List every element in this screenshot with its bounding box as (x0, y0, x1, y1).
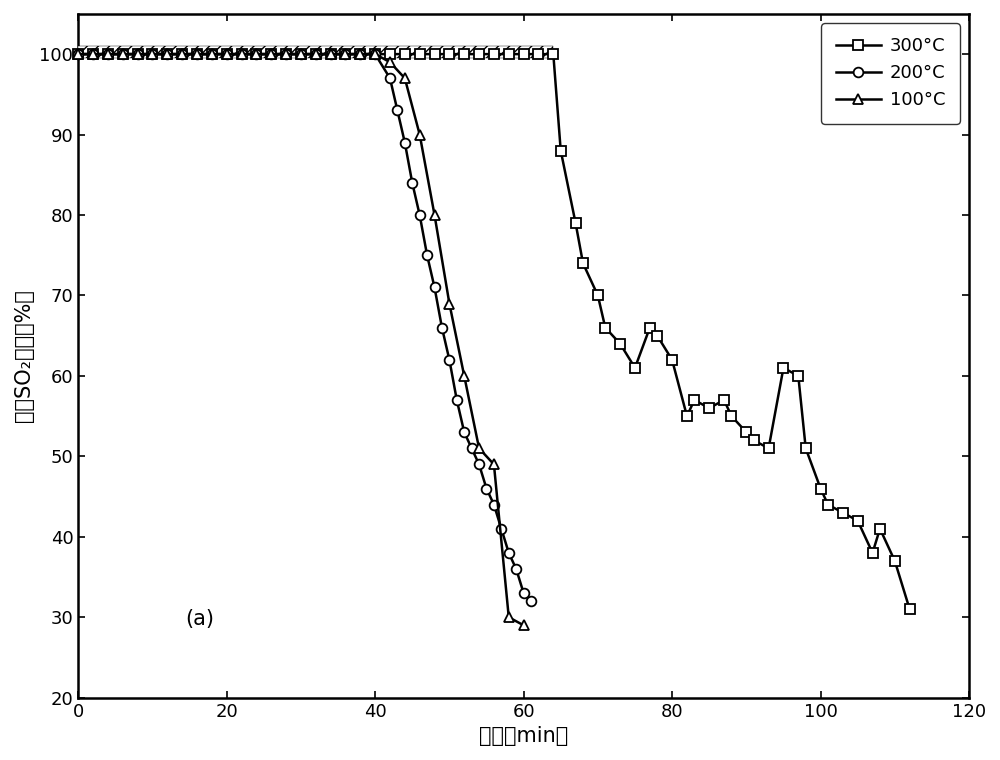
100°C (339, 49, 351, 59)
200°C (466, 444, 478, 453)
200°C (451, 395, 463, 404)
100°C (280, 49, 292, 59)
100°C (399, 74, 411, 83)
200°C (503, 548, 515, 557)
200°C (399, 138, 411, 147)
200°C (146, 49, 158, 59)
300°C (250, 49, 262, 59)
200°C (132, 49, 144, 59)
100°C (146, 49, 158, 59)
100°C (518, 621, 530, 630)
100°C (191, 49, 203, 59)
200°C (406, 179, 418, 188)
200°C (221, 49, 233, 59)
200°C (265, 49, 277, 59)
100°C (161, 49, 173, 59)
Line: 100°C: 100°C (73, 49, 528, 630)
200°C (429, 283, 441, 292)
Line: 300°C: 300°C (73, 49, 915, 614)
100°C (458, 372, 470, 381)
100°C (72, 49, 84, 59)
100°C (503, 613, 515, 622)
100°C (221, 49, 233, 59)
100°C (414, 130, 426, 139)
100°C (443, 299, 455, 308)
100°C (354, 49, 366, 59)
Text: (a): (a) (185, 610, 214, 629)
200°C (518, 588, 530, 597)
100°C (236, 49, 248, 59)
200°C (488, 500, 500, 509)
Y-axis label: 脱除SO₂效率（%）: 脱除SO₂效率（%） (14, 290, 34, 423)
300°C (72, 49, 84, 59)
100°C (488, 460, 500, 469)
200°C (161, 49, 173, 59)
100°C (325, 49, 337, 59)
100°C (132, 49, 144, 59)
200°C (236, 49, 248, 59)
200°C (414, 211, 426, 220)
300°C (800, 444, 812, 453)
200°C (391, 106, 403, 115)
100°C (265, 49, 277, 59)
200°C (72, 49, 84, 59)
100°C (176, 49, 188, 59)
200°C (384, 74, 396, 83)
100°C (206, 49, 218, 59)
200°C (250, 49, 262, 59)
200°C (369, 49, 381, 59)
200°C (480, 484, 492, 493)
200°C (206, 49, 218, 59)
Line: 200°C: 200°C (73, 49, 536, 606)
200°C (117, 49, 129, 59)
200°C (325, 49, 337, 59)
300°C (889, 556, 901, 565)
200°C (436, 323, 448, 332)
Legend: 300°C, 200°C, 100°C: 300°C, 200°C, 100°C (821, 23, 960, 124)
300°C (599, 323, 611, 332)
200°C (176, 49, 188, 59)
200°C (310, 49, 322, 59)
300°C (146, 49, 158, 59)
200°C (525, 597, 537, 606)
300°C (904, 605, 916, 614)
100°C (87, 49, 99, 59)
100°C (473, 444, 485, 453)
200°C (458, 428, 470, 437)
200°C (87, 49, 99, 59)
200°C (443, 355, 455, 364)
200°C (495, 524, 507, 534)
100°C (117, 49, 129, 59)
100°C (384, 58, 396, 67)
100°C (310, 49, 322, 59)
200°C (102, 49, 114, 59)
200°C (510, 565, 522, 574)
200°C (339, 49, 351, 59)
100°C (102, 49, 114, 59)
100°C (429, 211, 441, 220)
200°C (280, 49, 292, 59)
200°C (354, 49, 366, 59)
100°C (295, 49, 307, 59)
100°C (369, 49, 381, 59)
300°C (310, 49, 322, 59)
X-axis label: 时间（min）: 时间（min） (479, 726, 568, 746)
200°C (473, 460, 485, 469)
200°C (421, 251, 433, 260)
100°C (250, 49, 262, 59)
200°C (191, 49, 203, 59)
200°C (295, 49, 307, 59)
